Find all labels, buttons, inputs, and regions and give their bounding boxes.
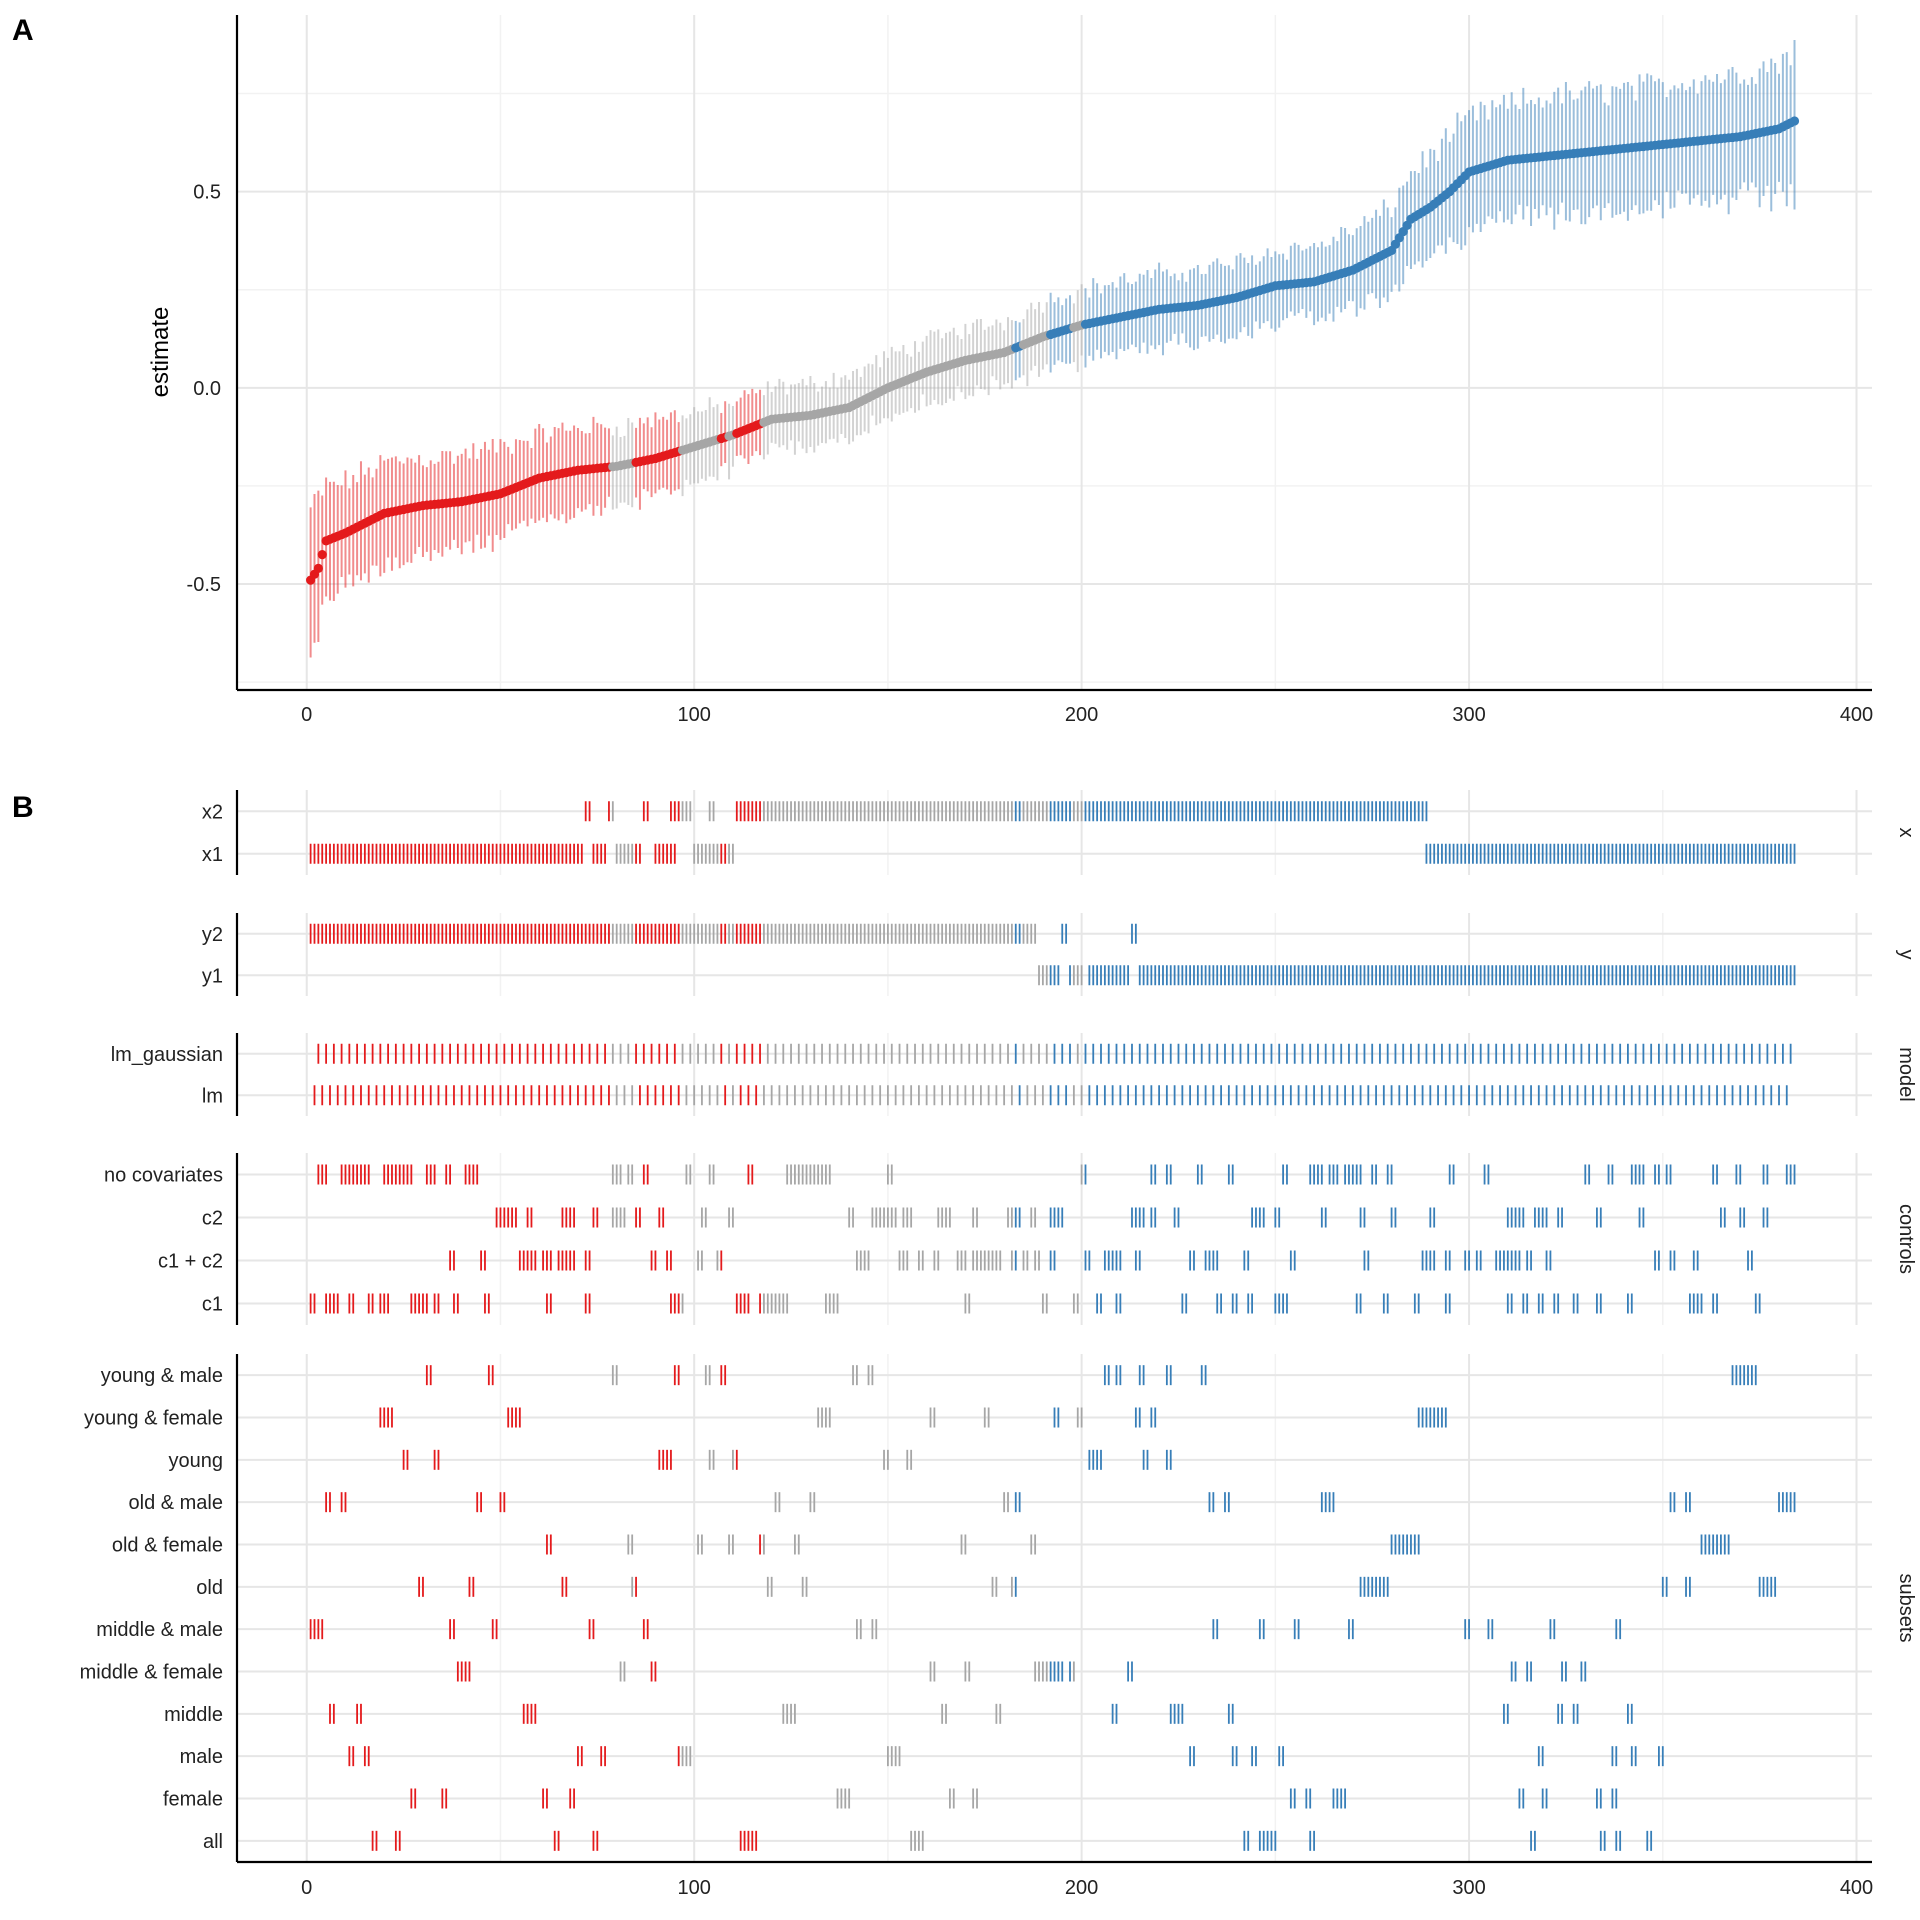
row-label: female — [163, 1789, 223, 1811]
panel-label-b: B — [12, 791, 34, 824]
row-label: all — [203, 1831, 223, 1853]
facet-strip-label: y — [1895, 950, 1917, 960]
row-label: c1 + c2 — [158, 1251, 223, 1273]
y-tick-label: 0.0 — [193, 378, 221, 400]
facet-strip-label: controls — [1895, 1204, 1917, 1274]
x-tick-label: 400 — [1840, 704, 1873, 726]
x-tick-label: 300 — [1452, 1877, 1485, 1899]
x-tick-label: 400 — [1840, 1877, 1873, 1899]
estimate-point — [1789, 116, 1800, 126]
estimate-point — [313, 563, 323, 573]
row-label: middle & male — [96, 1619, 223, 1641]
facet-strip-label: subsets — [1895, 1574, 1917, 1643]
row-label: young & male — [101, 1365, 223, 1387]
row-label: old — [196, 1577, 223, 1599]
facet-strip-label: x — [1895, 828, 1917, 838]
panel-a-axes: 0 100 200 300 400 -0.5 0.0 0.5 — [187, 15, 1873, 726]
x-tick-label: 300 — [1452, 704, 1485, 726]
x-tick-label: 200 — [1065, 1877, 1098, 1899]
row-label: c2 — [202, 1208, 223, 1230]
row-label: x2 — [202, 801, 223, 823]
x-tick-label: 100 — [677, 1877, 710, 1899]
row-label: y1 — [202, 965, 223, 987]
x-tick-label: 200 — [1065, 704, 1098, 726]
confidence-interval-bars — [309, 39, 1796, 658]
row-label: young — [169, 1450, 224, 1472]
estimate-curve-panel: 0 100 200 300 400 -0.5 0.0 0.5 estimate — [147, 15, 1873, 726]
row-label: middle — [164, 1704, 223, 1726]
y-tick-label: 0.5 — [193, 182, 221, 204]
row-label: young & female — [84, 1408, 223, 1430]
y-tick-label: -0.5 — [187, 574, 221, 596]
row-label: x1 — [202, 844, 223, 866]
row-label: middle & female — [80, 1662, 223, 1684]
row-label: y2 — [202, 924, 223, 946]
x-tick-label: 0 — [301, 1877, 312, 1899]
row-label: lm — [202, 1085, 223, 1107]
panel-label-a: A — [12, 14, 34, 47]
row-label: old & male — [129, 1492, 224, 1514]
row-label: lm_gaussian — [111, 1044, 223, 1066]
estimate-point — [317, 550, 327, 560]
facet-strip-label: model — [1895, 1047, 1917, 1101]
x-tick-label: 100 — [677, 704, 710, 726]
x-tick-label: 0 — [301, 704, 312, 726]
row-label: male — [180, 1746, 223, 1768]
row-label: no covariates — [104, 1165, 223, 1187]
row-label: old & female — [112, 1535, 223, 1557]
estimate-points — [306, 116, 1800, 585]
specification-tick-marks — [309, 801, 1796, 1851]
row-label: c1 — [202, 1294, 223, 1316]
y-axis-title: estimate — [147, 307, 174, 398]
panel-b-gridlines — [237, 790, 1872, 1862]
